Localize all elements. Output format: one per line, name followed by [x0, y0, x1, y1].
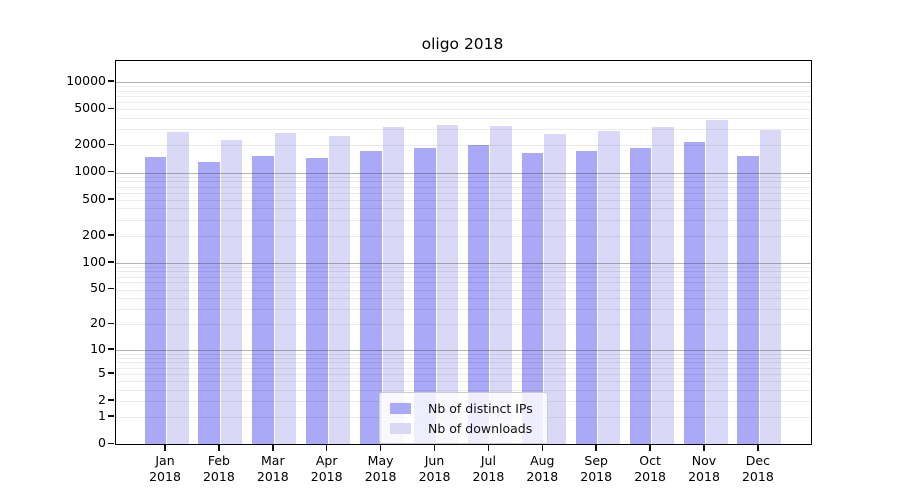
legend-swatch-downloads [390, 422, 411, 434]
x-tick-mark [218, 445, 220, 451]
bar-downloads-jan [167, 132, 189, 444]
x-axis-tick-label: Jun 2018 [418, 453, 451, 484]
x-tick-mark [272, 445, 274, 451]
y-tick-mark [108, 80, 114, 82]
gridline-minor [116, 86, 811, 88]
bar-downloads-apr [328, 136, 351, 444]
y-tick-mark [108, 442, 114, 444]
bar-downloads-jun [436, 125, 458, 444]
bar-ips-feb [198, 161, 220, 444]
y-axis-tick-label: 500 [82, 190, 106, 206]
legend-item-distinct-ips: Nb of distinct IPs [387, 398, 540, 418]
y-axis-tick-label: 10000 [66, 72, 106, 88]
x-tick-mark [164, 445, 166, 451]
gridline-minor [116, 90, 811, 92]
bar-downloads-dec [759, 129, 782, 444]
bar-ips-oct [629, 148, 652, 444]
x-tick-mark [649, 445, 651, 451]
x-tick-mark [703, 445, 705, 451]
gridline-minor [116, 96, 811, 97]
bar-downloads-oct [652, 127, 674, 444]
bar-ips-nov [683, 141, 705, 444]
x-axis-tick-label: Jan 2018 [149, 453, 181, 484]
legend-label-downloads: Nb of downloads [428, 420, 533, 436]
bar-ips-sep [575, 151, 598, 444]
bar-ips-apr [306, 157, 328, 444]
bar-downloads-sep [598, 131, 620, 444]
y-axis-tick-label: 200 [82, 226, 106, 242]
gridline-minor [116, 118, 811, 119]
bar-ips-aug [521, 153, 544, 444]
x-axis-tick-label: Apr 2018 [310, 453, 343, 484]
x-axis-tick-label: Aug 2018 [526, 453, 559, 484]
bar-downloads-may [382, 126, 405, 444]
x-tick-mark [487, 445, 490, 451]
x-axis-tick-label: Oct 2018 [634, 453, 666, 484]
x-tick-mark [433, 445, 436, 451]
y-tick-mark [108, 170, 114, 173]
x-tick-mark [595, 445, 597, 451]
y-axis-tick-label: 1000 [74, 163, 106, 179]
y-axis-tick-label: 2 [98, 391, 106, 407]
x-axis-tick-label: Nov 2018 [688, 453, 720, 484]
y-axis-tick-label: 20 [90, 315, 106, 331]
legend-swatch-distinct-ips [390, 402, 411, 414]
legend-label-distinct-ips: Nb of distinct IPs [428, 400, 533, 416]
gridline-minor [116, 102, 811, 104]
y-tick-mark [108, 234, 114, 236]
bar-downloads-mar [274, 132, 297, 444]
x-axis-tick-label: May 2018 [364, 453, 397, 484]
x-tick-mark [379, 445, 382, 451]
y-tick-mark [108, 348, 114, 350]
y-tick-mark [108, 198, 114, 200]
legend-item-downloads: Nb of downloads [387, 418, 540, 438]
bar-ips-may [360, 150, 382, 444]
y-tick-mark [108, 143, 114, 146]
y-tick-mark [108, 107, 114, 110]
y-tick-mark [108, 399, 114, 401]
y-axis-tick-label: 50 [90, 280, 106, 296]
bar-ips-jan [144, 156, 166, 444]
gridline-major [116, 82, 811, 83]
x-axis-tick-label: Feb 2018 [202, 453, 235, 484]
x-axis-tick-label: Sep 2018 [580, 453, 613, 484]
y-tick-mark [108, 322, 114, 325]
y-axis-tick-label: 100 [82, 253, 106, 269]
y-axis-tick-label: 5 [98, 364, 106, 380]
bar-downloads-aug [544, 133, 566, 444]
y-axis-tick-label: 2000 [74, 136, 106, 152]
y-tick-mark [108, 261, 114, 263]
y-axis-tick-label: 10 [90, 340, 106, 356]
x-axis-tick-label: Dec 2018 [741, 453, 774, 484]
x-axis-tick-label: Mar 2018 [256, 453, 289, 484]
y-axis-tick-label: 5000 [74, 100, 106, 116]
bar-ips-jul [467, 144, 490, 444]
gridline-minor [116, 109, 811, 111]
y-tick-mark [108, 415, 114, 417]
x-tick-mark [541, 445, 544, 451]
bar-ips-mar [252, 156, 274, 444]
y-axis-tick-label: 1 [98, 407, 106, 423]
plot-area [115, 60, 812, 445]
x-tick-mark [757, 445, 759, 451]
x-tick-mark [325, 445, 328, 451]
bar-downloads-feb [220, 139, 243, 444]
bar-downloads-jul [490, 125, 512, 444]
y-tick-mark [108, 287, 114, 290]
x-axis-tick-label: Jul 2018 [472, 453, 505, 484]
y-tick-mark [108, 372, 114, 374]
legend: Nb of distinct IPs Nb of downloads [379, 392, 548, 444]
y-axis-tick-label: 0 [98, 435, 106, 450]
bar-ips-jun [414, 147, 436, 444]
chart-title: oligo 2018 [421, 35, 504, 53]
bar-ips-dec [737, 156, 759, 444]
bar-downloads-nov [706, 120, 728, 444]
